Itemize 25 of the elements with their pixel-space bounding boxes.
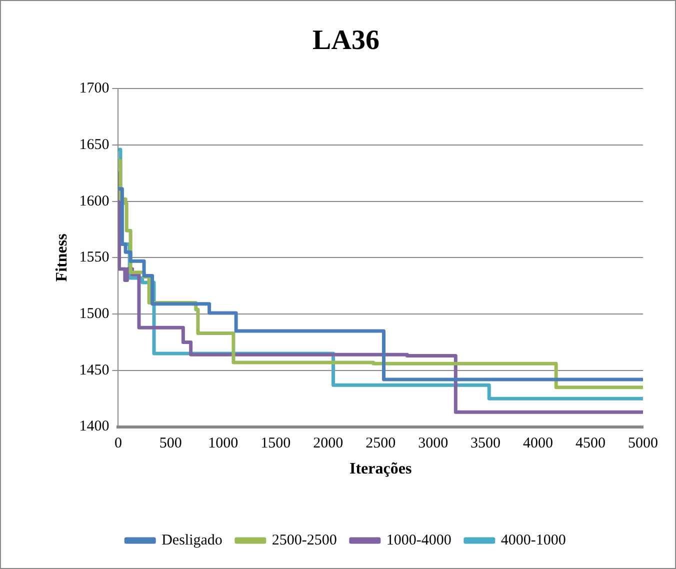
legend-label: 1000-4000 [386, 532, 452, 548]
x-tick-label: 0 [114, 436, 122, 452]
y-tick-label: 1550 [79, 250, 110, 266]
legend-label: 4000-1000 [500, 532, 566, 548]
y-tick-label: 1500 [79, 306, 110, 322]
y-tick-label: 1600 [79, 193, 110, 210]
x-tick-label: 2500 [366, 436, 396, 452]
y-tick-label: 1650 [79, 136, 110, 153]
x-tick-label: 5000 [628, 436, 658, 452]
x-tick-label: 500 [159, 436, 182, 452]
y-tick-label: 1400 [79, 418, 110, 435]
x-tick-label: 3000 [418, 436, 448, 452]
x-axis-title: Iterações [350, 460, 412, 478]
chart-title: LA36 [312, 25, 380, 56]
legend-label: 2500-2500 [272, 532, 337, 548]
x-tick-label: 4000 [523, 436, 554, 452]
x-tick-label: 1500 [260, 436, 291, 452]
x-tick-label: 4500 [576, 436, 606, 452]
y-tick-label: 1450 [79, 362, 110, 378]
y-axis-title: Fitness [54, 234, 71, 282]
y-tick-label: 1700 [79, 80, 110, 97]
x-tick-label: 2000 [313, 436, 344, 452]
legend-label: Desligado [162, 532, 222, 548]
x-tick-label: 1000 [208, 436, 238, 452]
x-tick-label: 3500 [470, 436, 501, 452]
